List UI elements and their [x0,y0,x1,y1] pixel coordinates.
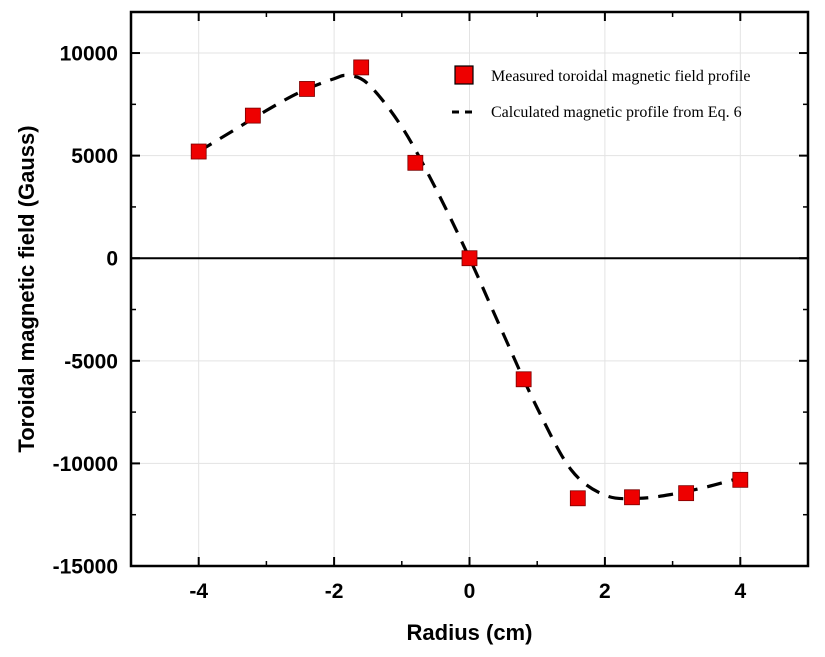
measured-point [299,81,315,97]
x-tick-label: 2 [599,580,611,603]
x-tick-label: -2 [325,580,344,603]
x-axis-title: Radius (cm) [407,620,533,645]
measured-point [569,490,586,507]
y-tick-label: 0 [106,248,118,271]
y-tick-label: 5000 [71,145,118,168]
measured-point [461,250,478,267]
ticks [130,12,809,567]
measured-point [624,489,640,506]
legend: Measured toroidal magnetic field profile… [452,65,750,121]
measured-point [678,485,695,502]
y-tick-label: 10000 [60,43,118,66]
measured-point [353,59,370,76]
x-tick-label: 4 [734,580,746,603]
series-layer [190,59,749,507]
y-tick-label: -5000 [64,350,118,373]
legend-marker-measured [454,65,474,85]
measured-point [244,107,261,124]
y-axis-title: Toroidal magnetic field (Gauss) [14,125,39,452]
measured-point [190,143,207,160]
measured-point [732,471,749,488]
y-tick-label: -15000 [53,556,118,579]
y-tick-label: -10000 [53,453,118,476]
tick-labels: -15000 -10000 -5000 0 5000 10000 -4 -2 0 2 4 [53,43,747,603]
x-tick-label: 0 [464,580,476,603]
measured-point [515,371,532,388]
x-tick-label: -4 [189,580,208,603]
legend-label-measured: Measured toroidal magnetic field profile [491,68,750,85]
measured-point [407,154,424,171]
legend-label-calculated: Calculated magnetic profile from Eq. 6 [491,104,742,121]
